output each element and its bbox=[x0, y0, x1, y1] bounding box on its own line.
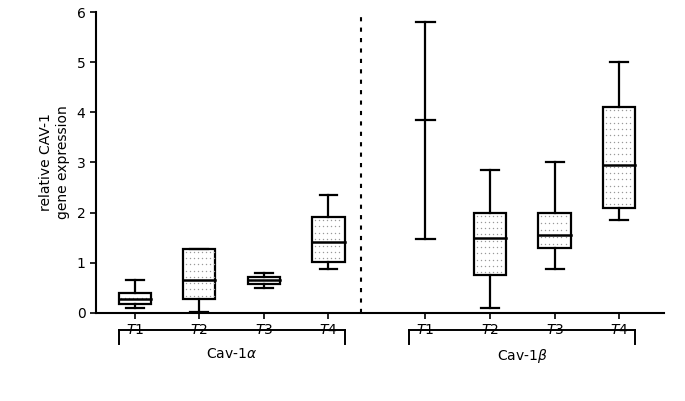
Bar bbox=[474, 213, 506, 275]
Bar bbox=[183, 249, 215, 299]
Text: Cav-1$\alpha$: Cav-1$\alpha$ bbox=[206, 347, 257, 361]
Bar bbox=[538, 213, 571, 248]
Bar bbox=[248, 277, 280, 284]
Bar bbox=[312, 217, 345, 262]
Bar bbox=[119, 293, 151, 304]
Text: Cav-1$\beta$: Cav-1$\beta$ bbox=[497, 347, 547, 365]
Y-axis label: relative CAV-1
gene expression: relative CAV-1 gene expression bbox=[40, 105, 70, 219]
Bar bbox=[603, 107, 636, 208]
